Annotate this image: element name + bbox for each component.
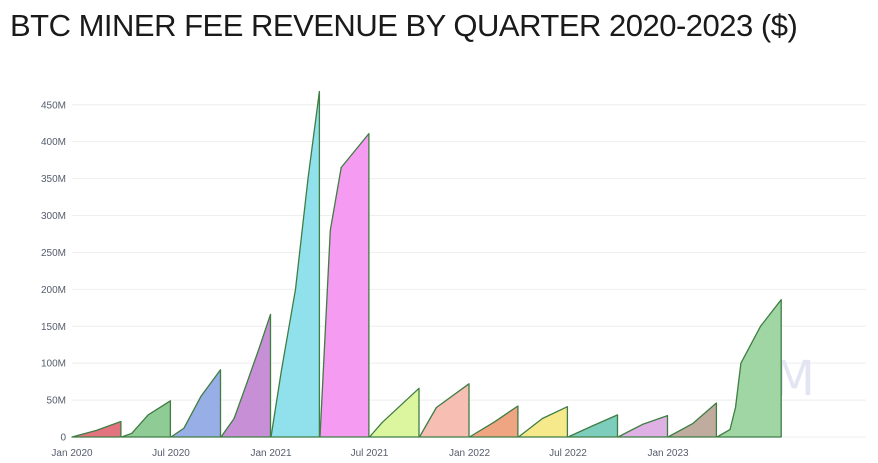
quarter-area-4 bbox=[220, 313, 272, 438]
quarter-area-9 bbox=[468, 405, 519, 438]
quarter-area-10 bbox=[517, 406, 569, 438]
quarter-area-3 bbox=[170, 369, 222, 438]
quarter-area-11 bbox=[567, 414, 619, 438]
x-tick-label: Jan 2021 bbox=[250, 448, 292, 459]
chart-title: BTC MINER FEE REVENUE BY QUARTER 2020-20… bbox=[10, 8, 798, 43]
quarter-area-1 bbox=[71, 420, 122, 438]
x-tick-label: Jan 2022 bbox=[449, 448, 491, 459]
y-tick-label: 0 bbox=[60, 433, 66, 444]
quarter-area-13 bbox=[667, 402, 718, 438]
y-tick-label: 450M bbox=[41, 100, 66, 111]
y-axis-ticks: 0 50M 100M 150M 200M 250M 300M 350M 400M 450M bbox=[41, 100, 66, 443]
y-tick-label: 350M bbox=[41, 174, 66, 185]
y-tick-label: 150M bbox=[41, 322, 66, 333]
quarter-area-12 bbox=[617, 414, 669, 438]
x-tick-label: Jul 2020 bbox=[152, 448, 190, 459]
x-tick-label: Jul 2021 bbox=[351, 448, 389, 459]
series-areas bbox=[71, 90, 782, 438]
y-tick-label: 200M bbox=[41, 285, 66, 296]
quarter-area-7 bbox=[368, 387, 420, 438]
quarter-area-8 bbox=[418, 383, 470, 438]
quarter-area-2 bbox=[120, 400, 172, 438]
y-tick-label: 50M bbox=[47, 396, 66, 407]
quarter-area-5 bbox=[270, 90, 321, 438]
quarter-area-6 bbox=[319, 132, 370, 438]
x-tick-label: Jan 2023 bbox=[647, 448, 689, 459]
y-tick-label: 300M bbox=[41, 211, 66, 222]
x-tick-label: Jan 2020 bbox=[51, 448, 93, 459]
x-axis-ticks: Jan 2020 Jul 2020 Jan 2021 Jul 2021 Jan 2022… bbox=[51, 448, 689, 459]
quarter-area-14 bbox=[716, 299, 782, 438]
y-tick-label: 100M bbox=[41, 359, 66, 370]
y-tick-label: 250M bbox=[41, 248, 66, 259]
y-tick-label: 400M bbox=[41, 137, 66, 148]
x-tick-label: Jul 2022 bbox=[549, 448, 587, 459]
